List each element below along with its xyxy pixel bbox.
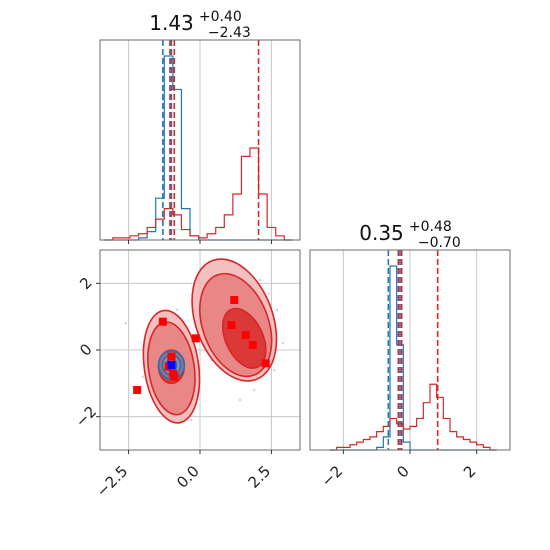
- bottom-left-markers: [133, 296, 270, 394]
- bottom-right-histogram-panel: −2 0 2 0.35 +0.48 −0.70: [309, 216, 511, 490]
- top-left-ticks: [128, 240, 272, 244]
- y-tick-label: −2: [72, 402, 100, 430]
- red-square-marker: [230, 296, 239, 304]
- x-tick-label: 0: [393, 462, 412, 481]
- top-left-gridlines: [128, 40, 272, 240]
- bottom-right-title-upper: +0.48: [409, 219, 452, 235]
- y-tick-label: 0: [76, 340, 95, 359]
- red-histogram-step: [330, 383, 497, 451]
- top-left-title-lower: −2.43: [208, 25, 251, 41]
- scatter-point: [253, 388, 256, 392]
- bottom-right-title-median: 0.35: [359, 221, 404, 245]
- y-tick-label: 2: [76, 274, 95, 293]
- x-tick-label: −2: [318, 462, 346, 490]
- bottom-right-title: 0.35 +0.48 −0.70: [359, 216, 461, 251]
- red-square-marker: [158, 317, 167, 326]
- red-square-marker: [191, 334, 200, 343]
- scatter-point: [258, 278, 262, 282]
- scatter-point: [190, 418, 193, 422]
- red-square-marker: [241, 331, 250, 339]
- scatter-point: [124, 322, 127, 325]
- top-left-quantile-lines: [162, 40, 260, 240]
- red-square-marker: [133, 386, 142, 394]
- bottom-right-gridlines: [342, 250, 478, 450]
- scatter-point: [267, 292, 270, 295]
- top-left-title-median: 1.43: [149, 11, 194, 35]
- bottom-left-scatter-panel: −2.5 0.0 2.5 −2 0 2: [72, 249, 301, 501]
- scatter-point: [275, 308, 279, 312]
- bottom-right-x-tick-labels: −2 0 2: [318, 462, 480, 490]
- bottom-right-title-lower: −0.70: [418, 235, 461, 251]
- red-square-marker: [167, 352, 176, 361]
- bottom-left-ticks: [96, 282, 272, 454]
- bottom-left-y-tick-labels: −2 0 2: [72, 274, 100, 431]
- bottom-left-x-tick-labels: −2.5 0.0 2.5: [93, 462, 274, 500]
- bottom-right-ticks: [342, 450, 478, 454]
- scatter-point: [141, 375, 145, 378]
- scatter-point: [281, 342, 285, 345]
- red-square-marker: [261, 359, 270, 368]
- top-left-title: 1.43 +0.40 −2.43: [149, 6, 251, 41]
- red-square-marker: [227, 321, 236, 329]
- x-tick-label: 2.5: [245, 462, 275, 492]
- red-square-marker: [170, 372, 179, 381]
- bottom-right-quantile-lines: [387, 250, 439, 450]
- top-left-title-upper: +0.40: [199, 9, 242, 25]
- red-square-marker: [248, 341, 257, 349]
- x-tick-label: −2.5: [93, 462, 131, 500]
- blue-square-marker: [167, 361, 176, 369]
- scatter-point: [238, 398, 242, 402]
- scatter-point: [273, 368, 276, 372]
- x-tick-label: 0.0: [173, 462, 203, 492]
- x-tick-label: 2: [460, 462, 479, 481]
- scatter-point: [175, 308, 179, 312]
- top-left-histogram-panel: 1.43 +0.40 −2.43: [99, 6, 301, 244]
